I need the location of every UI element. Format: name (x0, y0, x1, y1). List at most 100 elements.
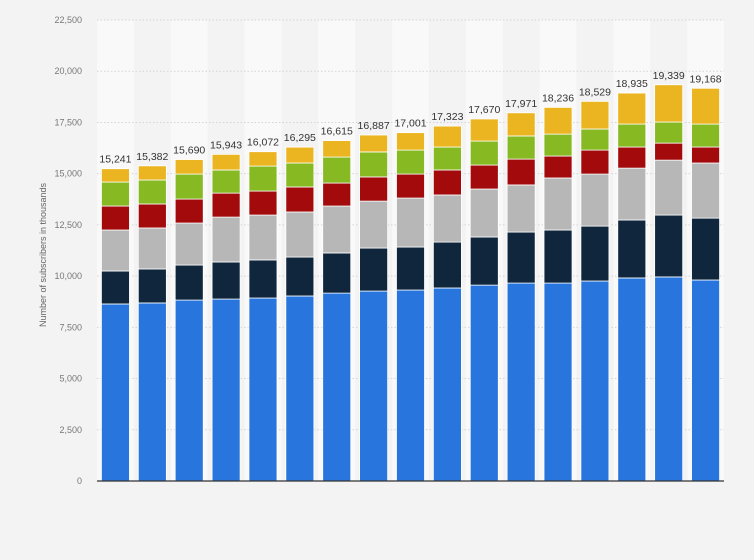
bar-segment-6 (359, 134, 389, 153)
bar-segment-3 (285, 211, 315, 258)
bar-segment-1 (543, 282, 573, 482)
bar-segment-5 (691, 123, 720, 148)
bar-segment-2 (322, 252, 352, 294)
bar-segment-1 (469, 284, 499, 482)
bar-segment-4 (211, 192, 241, 218)
bar-segment-4 (137, 203, 167, 229)
bar-segment-2 (137, 268, 167, 304)
bar-segment-6 (396, 132, 425, 151)
bar-segment-5 (469, 140, 499, 166)
y-axis-label: Number of subscribers in thousands (38, 182, 48, 328)
bar-segment-5 (580, 128, 610, 151)
bar-segment-3 (137, 227, 167, 270)
bars (101, 84, 720, 482)
bar-segment-4 (691, 146, 720, 164)
bar-segment-2 (211, 261, 241, 300)
bar-segment-3 (211, 216, 241, 263)
bar-segment-4 (506, 158, 536, 186)
total-label: 18,529 (579, 86, 611, 98)
bar-segment-2 (359, 247, 389, 292)
y-tick-label: 22,500 (54, 15, 82, 25)
bar-segment-2 (432, 241, 462, 289)
bar-segment-5 (322, 156, 352, 184)
bar-segment-1 (691, 279, 720, 482)
bar-segment-5 (101, 181, 130, 207)
y-tick-label: 5,000 (59, 374, 82, 384)
bar-segment-3 (691, 162, 720, 219)
bar-segment-1 (432, 287, 462, 482)
bar-segment-4 (396, 173, 425, 199)
bar-segment-1 (285, 295, 315, 482)
bar-segment-4 (617, 146, 647, 169)
bar-segment-2 (174, 264, 204, 301)
bar-segment-1 (396, 289, 425, 482)
y-tick-label: 20,000 (54, 66, 82, 76)
bar-segment-2 (396, 246, 425, 291)
bar-segment-6 (580, 100, 610, 130)
bar-segment-3 (359, 200, 389, 249)
y-tick-label: 0 (77, 476, 82, 486)
bar-segment-3 (617, 167, 647, 221)
bar-segment-3 (469, 188, 499, 238)
bar-segment-1 (506, 282, 536, 482)
bar-segment-2 (617, 219, 647, 279)
bar-segment-1 (174, 299, 204, 482)
bar-segment-4 (469, 164, 499, 190)
y-tick-label: 15,000 (54, 169, 82, 179)
total-label: 19,339 (653, 70, 685, 82)
bar-segment-2 (101, 270, 130, 305)
total-label: 15,241 (99, 154, 131, 166)
total-label: 17,001 (394, 118, 426, 130)
total-label: 17,670 (468, 104, 500, 116)
bar-segment-4 (285, 186, 315, 213)
bar-segment-5 (359, 151, 389, 178)
bar-segment-1 (322, 292, 352, 482)
total-label: 16,615 (321, 126, 353, 138)
total-label: 19,168 (689, 73, 721, 85)
bar-segment-1 (580, 280, 610, 482)
bar-segment-4 (580, 149, 610, 175)
bar-segment-5 (174, 173, 204, 200)
bar-segment-2 (580, 225, 610, 282)
total-label: 16,072 (247, 137, 279, 149)
bar-segment-2 (285, 256, 315, 297)
bar-segment-5 (654, 121, 684, 144)
bar-segment-3 (580, 173, 610, 227)
bar-segment-5 (617, 123, 647, 148)
bar-segment-5 (285, 162, 315, 188)
total-label: 15,382 (136, 151, 168, 163)
bar-segment-4 (248, 190, 278, 216)
bar-segment-5 (543, 133, 573, 157)
bar-segment-3 (654, 159, 684, 216)
total-label: 18,236 (542, 92, 574, 104)
bar-segment-4 (432, 169, 462, 196)
bar-segment-5 (432, 146, 462, 171)
y-tick-label: 12,500 (54, 220, 82, 230)
bar-segment-3 (543, 177, 573, 231)
total-label: 16,887 (358, 120, 390, 132)
bar-segment-2 (543, 229, 573, 284)
y-tick-label: 17,500 (54, 117, 82, 127)
bar-segment-3 (101, 229, 130, 272)
bar-segment-6 (506, 112, 536, 137)
bar-segment-6 (432, 125, 462, 148)
bar-segment-6 (285, 146, 315, 164)
bar-segment-5 (211, 169, 241, 194)
total-label: 16,295 (284, 132, 316, 144)
bar-segment-6 (691, 87, 720, 125)
bar-segment-2 (654, 214, 684, 278)
bar-segment-6 (322, 140, 352, 158)
bar-segment-5 (396, 149, 425, 175)
bar-segment-2 (506, 231, 536, 284)
y-tick-label: 2,500 (59, 425, 82, 435)
bar-segment-3 (174, 222, 204, 266)
bar-segment-1 (101, 303, 130, 482)
bar-segment-6 (137, 165, 167, 181)
y-tick-label: 10,000 (54, 271, 82, 281)
bar-segment-3 (322, 205, 352, 254)
bar-segment-3 (396, 197, 425, 248)
bar-segment-6 (654, 84, 684, 123)
bar-segment-4 (359, 176, 389, 202)
bar-segment-1 (248, 297, 278, 482)
